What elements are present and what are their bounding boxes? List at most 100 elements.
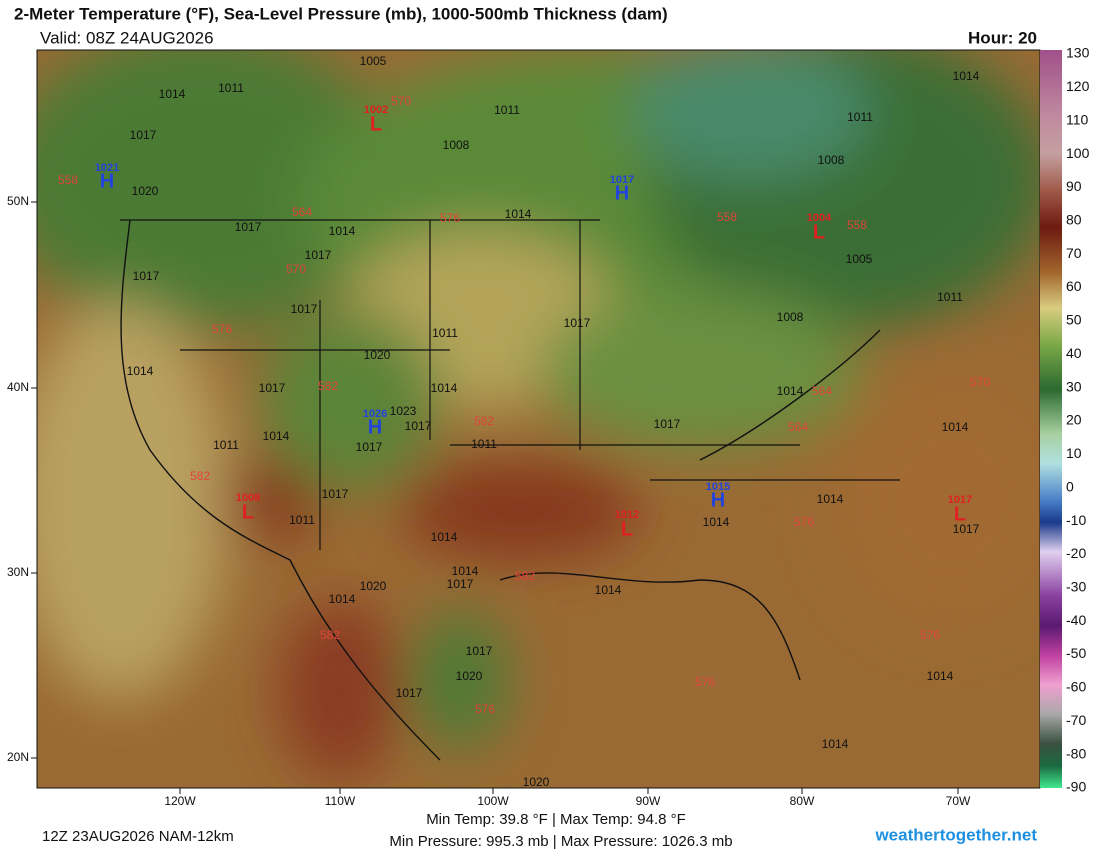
high-pressure: 1015: [706, 481, 730, 493]
isobar-label: 1014: [431, 530, 458, 544]
thickness-label: 576: [695, 675, 715, 689]
isobar-label: 1017: [305, 248, 332, 262]
isobar-label: 1014: [595, 583, 622, 597]
isobar-label: 1011: [494, 103, 520, 117]
isobar-label: 1014: [505, 207, 532, 221]
isobar-label: 1017: [953, 522, 980, 536]
lat-label: 40N: [7, 380, 29, 394]
low-center: L: [813, 221, 825, 243]
low-pressure: 1004: [807, 212, 832, 224]
low-pressure: 1008: [236, 492, 260, 504]
high-center: H: [100, 170, 114, 192]
thickness-label: 582: [320, 628, 340, 642]
isobar-label: 1011: [213, 438, 239, 452]
isobar-label: 1014: [822, 737, 849, 751]
colorbar-label: 130: [1066, 45, 1090, 61]
thickness-label: 576: [794, 515, 814, 529]
colorbar-label: 80: [1066, 212, 1082, 228]
isobar-label: 1017: [564, 316, 591, 330]
isobar-label: 1011: [289, 513, 315, 527]
lon-label: 90W: [636, 794, 661, 808]
lon-label: 80W: [790, 794, 815, 808]
colorbar-label: 120: [1066, 78, 1090, 94]
isobar-label: 1017: [130, 128, 157, 142]
temp-range: Min Temp: 39.8 °F | Max Temp: 94.8 °F: [426, 811, 686, 828]
colorbar-label: 110: [1066, 111, 1089, 127]
isobar-label: 1017: [654, 417, 681, 431]
lon-label: 100W: [477, 794, 509, 808]
colorbar-label: 100: [1066, 145, 1090, 161]
forecast-hour: Hour: 20: [968, 28, 1037, 47]
valid-time: Valid: 08Z 24AUG2026: [40, 28, 214, 47]
lat-label: 30N: [7, 565, 29, 579]
isobar-label: 1014: [329, 592, 356, 606]
isobar-label: 1014: [777, 384, 804, 398]
thickness-label: 582: [190, 469, 210, 483]
thickness-label: 570: [391, 94, 411, 108]
isobar-label: 1020: [523, 775, 550, 789]
low-center: L: [370, 113, 382, 135]
colorbar-label: 60: [1066, 278, 1082, 294]
lon-label: 120W: [164, 794, 196, 808]
isobar-label: 1005: [846, 252, 873, 266]
thickness-label: 564: [812, 384, 832, 398]
isobar-label: 1011: [432, 326, 458, 340]
low-pressure: 1012: [615, 509, 639, 521]
isobar-label: 1017: [447, 577, 474, 591]
colorbar-label: 90: [1066, 178, 1082, 194]
colorbar-label: -80: [1066, 745, 1086, 761]
thickness-label: 576: [920, 628, 940, 642]
colorbar-label: -10: [1066, 512, 1086, 528]
thickness-label: 564: [292, 205, 312, 219]
site-link[interactable]: weathertogether.net: [874, 825, 1037, 844]
isobar-label: 1011: [218, 81, 244, 95]
thickness-label: 576: [212, 322, 232, 336]
thickness-label: 576: [440, 211, 460, 225]
title: 2-Meter Temperature (°F), Sea-Level Pres…: [14, 4, 668, 23]
low-center: L: [242, 501, 254, 523]
high-pressure: 1017: [610, 174, 634, 186]
colorbar-label: 30: [1066, 378, 1082, 394]
colorbar: [1040, 50, 1062, 788]
isobar-label: 1011: [937, 290, 963, 304]
isobar-label: 1008: [818, 153, 845, 167]
colorbar-label: -20: [1066, 545, 1086, 561]
lon-label: 110W: [325, 794, 356, 808]
lat-label: 20N: [7, 750, 29, 764]
thickness-label: 582: [318, 379, 338, 393]
colorbar-label: 70: [1066, 245, 1082, 261]
high-pressure: 1021: [95, 162, 119, 174]
colorbar-label: -50: [1066, 645, 1086, 661]
colorbar-label: -60: [1066, 679, 1086, 695]
colorbar-label: 50: [1066, 312, 1082, 328]
model-run: 12Z 23AUG2026 NAM-12km: [42, 828, 234, 845]
isobar-label: 1017: [322, 487, 349, 501]
colorbar-label: -40: [1066, 612, 1086, 628]
isobar-label: 1011: [847, 110, 873, 124]
colorbar-label: 20: [1066, 412, 1082, 428]
pressure-range: Min Pressure: 995.3 mb | Max Pressure: 1…: [389, 833, 732, 850]
isobar-label: 1014: [703, 515, 730, 529]
map-field: [37, 50, 1040, 788]
thickness-label: 582: [515, 569, 535, 583]
isobar-label: 1014: [431, 381, 458, 395]
isobar-label: 1023: [390, 404, 417, 418]
coastlines: [120, 219, 881, 761]
low-pressure: 1002: [364, 104, 388, 116]
low-pressure: 1017: [948, 494, 972, 506]
isobar-label: 1005: [360, 54, 387, 68]
isobar-label: 1014: [329, 224, 356, 238]
thickness-label: 576: [475, 702, 495, 716]
colorbar-label: 40: [1066, 345, 1082, 361]
colorbar-label: -90: [1066, 779, 1086, 795]
lat-label: 50N: [7, 194, 29, 208]
isobar-label: 1017: [396, 686, 423, 700]
colorbar-label: 0: [1066, 478, 1074, 494]
isobar-label: 1008: [443, 138, 470, 152]
isobar-label: 1011: [471, 437, 497, 451]
isobar-label: 1008: [777, 310, 804, 324]
thickness-label: 558: [847, 218, 867, 232]
isobar-label: 1014: [942, 420, 969, 434]
isobar-label: 1017: [259, 381, 286, 395]
